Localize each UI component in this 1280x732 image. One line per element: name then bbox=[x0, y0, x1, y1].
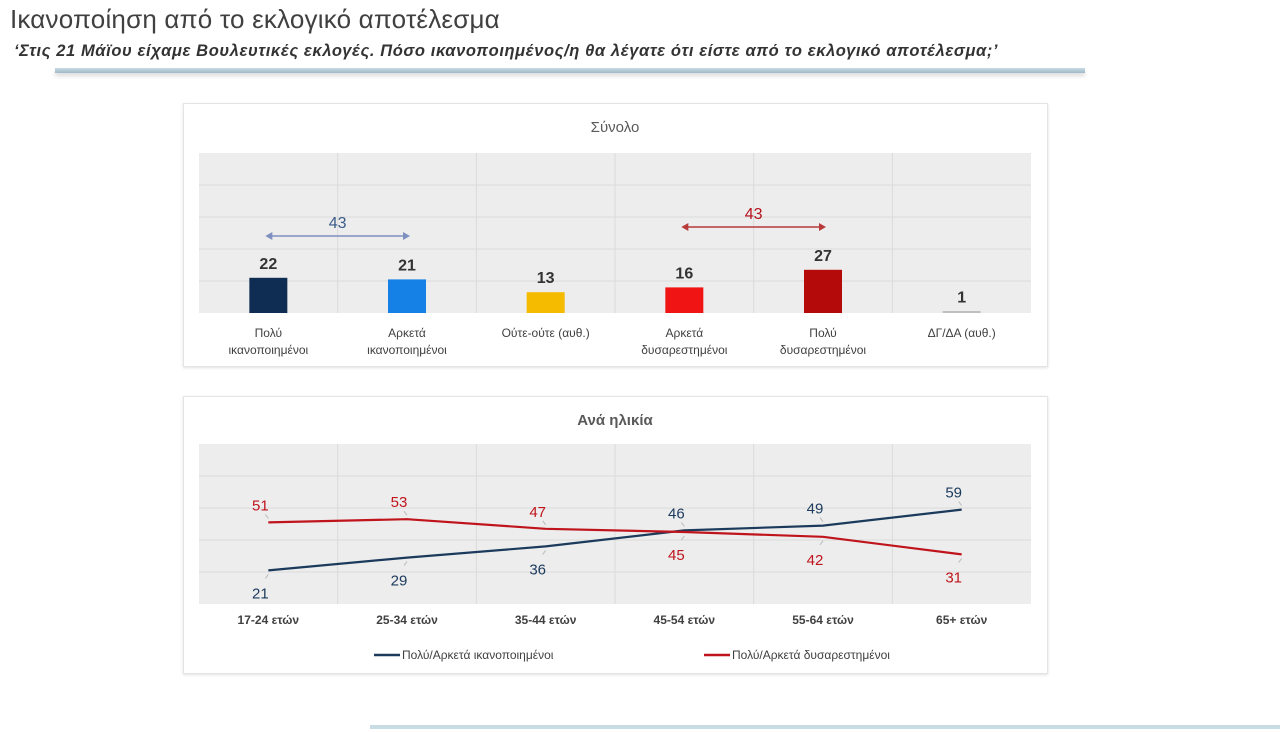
category-label: δυσαρεστημένοι bbox=[780, 343, 867, 357]
page-subtitle: ‘Στις 21 Μάϊου είχαμε Βουλευτικές εκλογέ… bbox=[14, 42, 999, 60]
footer-divider bbox=[370, 725, 1280, 729]
category-label: Ούτε-ούτε (αυθ.) bbox=[502, 326, 590, 340]
point-value-label: 45 bbox=[668, 547, 685, 564]
legend-label: Πολύ/Αρκετά δυσαρεστημένοι bbox=[732, 648, 890, 662]
arrow-head-icon bbox=[265, 232, 273, 240]
bar-chart-panel: Σύνολο 22 Πολύ ικανοποιημένοι 21 Αρκετά ικανο… bbox=[183, 103, 1048, 367]
category-label: Πολύ bbox=[255, 326, 282, 340]
bracket-sum-label: 43 bbox=[329, 215, 347, 232]
bar-value-label: 21 bbox=[398, 257, 416, 274]
bar-value-label: 13 bbox=[537, 270, 555, 287]
category-label: Αρκετά bbox=[388, 326, 426, 340]
bar bbox=[804, 269, 842, 313]
category-label: Αρκετά bbox=[665, 326, 703, 340]
category-label: 35-44 ετών bbox=[515, 613, 577, 627]
line-chart-title: Ανά ηλικία bbox=[577, 412, 653, 429]
point-value-label: 47 bbox=[529, 504, 546, 521]
legend-label: Πολύ/Αρκετά ικανοποιημένοι bbox=[402, 648, 554, 662]
category-label: ΔΓ/ΔΑ (αυθ.) bbox=[928, 326, 996, 340]
leader-line bbox=[680, 522, 685, 527]
bracket-sum-label: 43 bbox=[745, 206, 763, 223]
category-label: 25-34 ετών bbox=[376, 613, 438, 627]
arrow-head-icon bbox=[819, 223, 826, 231]
point-value-label: 51 bbox=[252, 497, 269, 514]
leader-line bbox=[403, 561, 408, 566]
category-label: 55-64 ετών bbox=[792, 613, 854, 627]
leader-line bbox=[958, 501, 963, 506]
leader-line bbox=[542, 520, 547, 526]
point-value-label: 49 bbox=[807, 501, 824, 518]
category-label: 65+ ετών bbox=[936, 613, 988, 627]
leader-line bbox=[542, 550, 547, 555]
leader-line bbox=[403, 510, 408, 516]
bar-value-label: 22 bbox=[259, 256, 277, 273]
title-divider bbox=[55, 68, 1085, 73]
series-line bbox=[268, 508, 962, 572]
leader-line bbox=[819, 517, 824, 522]
point-value-label: 53 bbox=[391, 494, 408, 511]
category-label: δυσαρεστημένοι bbox=[641, 343, 728, 357]
bar-chart: Σύνολο 22 Πολύ ικανοποιημένοι 21 Αρκετά ικανο… bbox=[199, 119, 1031, 357]
arrow-head-icon bbox=[403, 232, 410, 240]
point-value-label: 59 bbox=[945, 485, 962, 502]
arrow-head-icon bbox=[681, 223, 689, 231]
line-chart-panel: Ανά ηλικία 17-24 ετών 25-34 ετών 35-44 ετώ… bbox=[183, 396, 1048, 674]
bar-chart-title: Σύνολο bbox=[591, 119, 640, 136]
point-value-label: 36 bbox=[529, 561, 546, 578]
bar bbox=[942, 311, 981, 313]
bar-value-label: 27 bbox=[814, 248, 832, 265]
point-value-label: 29 bbox=[391, 573, 408, 590]
category-label: ικανοποιημένοι bbox=[367, 343, 447, 357]
leader-line bbox=[680, 535, 685, 541]
page-title: Ικανοποίηση από το εκλογικό αποτέλεσμα bbox=[10, 4, 500, 34]
bar bbox=[665, 287, 704, 313]
point-value-label: 42 bbox=[807, 552, 824, 569]
leader-line bbox=[958, 558, 963, 563]
series-line bbox=[268, 518, 962, 556]
line-chart: Ανά ηλικία 17-24 ετών 25-34 ετών 35-44 ετώ… bbox=[199, 412, 1031, 662]
category-label: 45-54 ετών bbox=[654, 613, 716, 627]
point-value-label: 46 bbox=[668, 505, 685, 522]
point-value-label: 21 bbox=[252, 585, 269, 602]
bar bbox=[388, 279, 426, 313]
point-value-label: 31 bbox=[945, 569, 962, 586]
leader-line bbox=[264, 514, 269, 519]
bar bbox=[249, 277, 288, 313]
bar bbox=[526, 292, 565, 313]
category-label: 17-24 ετών bbox=[238, 613, 300, 627]
category-label: Πολύ bbox=[809, 326, 836, 340]
leader-line bbox=[264, 574, 269, 579]
leader-line bbox=[819, 540, 824, 546]
category-label: ικανοποιημένοι bbox=[228, 343, 308, 357]
bar-value-label: 16 bbox=[675, 265, 693, 282]
bar-value-label: 1 bbox=[957, 289, 966, 306]
